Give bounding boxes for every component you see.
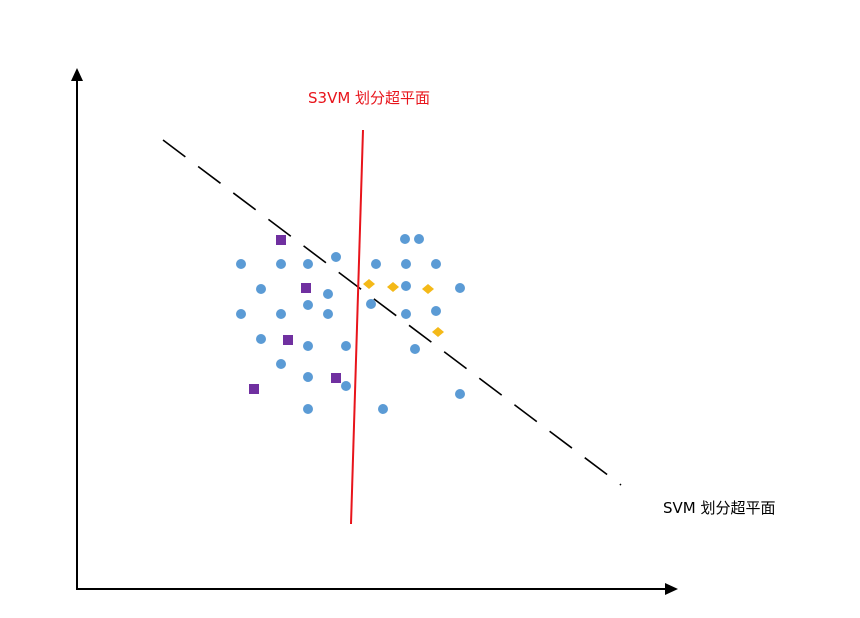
unlabeled-point [455,283,465,293]
unlabeled-point [401,309,411,319]
unlabeled-point [276,259,286,269]
svm-hyperplane [162,139,622,486]
s3vm-hyperplane-label: S3VM 划分超平面 [308,89,431,107]
unlabeled-point [455,389,465,399]
unlabeled-point [236,259,246,269]
unlabeled-point [256,284,266,294]
unlabeled-point [303,300,313,310]
unlabeled-point [366,299,376,309]
unlabeled-point [431,259,441,269]
unlabeled-point [303,259,313,269]
unlabeled-point [431,306,441,316]
class-b-labeled-point [432,327,444,337]
x-axis-arrowhead [665,583,678,595]
class-a-labeled-point [301,283,311,293]
svm-hyperplane-label: SVM 划分超平面 [663,499,776,517]
unlabeled-point [303,404,313,414]
unlabeled-point [410,344,420,354]
unlabeled-point [276,359,286,369]
unlabeled-point [341,341,351,351]
unlabeled-point [323,309,333,319]
unlabeled-point [236,309,246,319]
unlabeled-point [400,234,410,244]
class-a-labeled-point [276,235,286,245]
class-b-labeled-point [387,282,399,292]
class-a-points [249,235,341,394]
unlabeled-point [303,341,313,351]
unlabeled-point [256,334,266,344]
unlabeled-point [371,259,381,269]
unlabeled-point [276,309,286,319]
unlabeled-point [401,259,411,269]
unlabeled-point [303,372,313,382]
unlabeled-point [341,381,351,391]
class-b-points [363,279,444,337]
class-a-labeled-point [283,335,293,345]
unlabeled-point [414,234,424,244]
class-b-labeled-point [363,279,375,289]
unlabeled-point [401,281,411,291]
axes [71,68,678,595]
unlabeled-point [378,404,388,414]
class-a-labeled-point [331,373,341,383]
unlabeled-point [331,252,341,262]
class-a-labeled-point [249,384,259,394]
unlabeled-points [236,234,465,414]
class-b-labeled-point [422,284,434,294]
s3vm-hyperplane [350,129,364,525]
unlabeled-point [323,289,333,299]
y-axis-arrowhead [71,68,83,81]
